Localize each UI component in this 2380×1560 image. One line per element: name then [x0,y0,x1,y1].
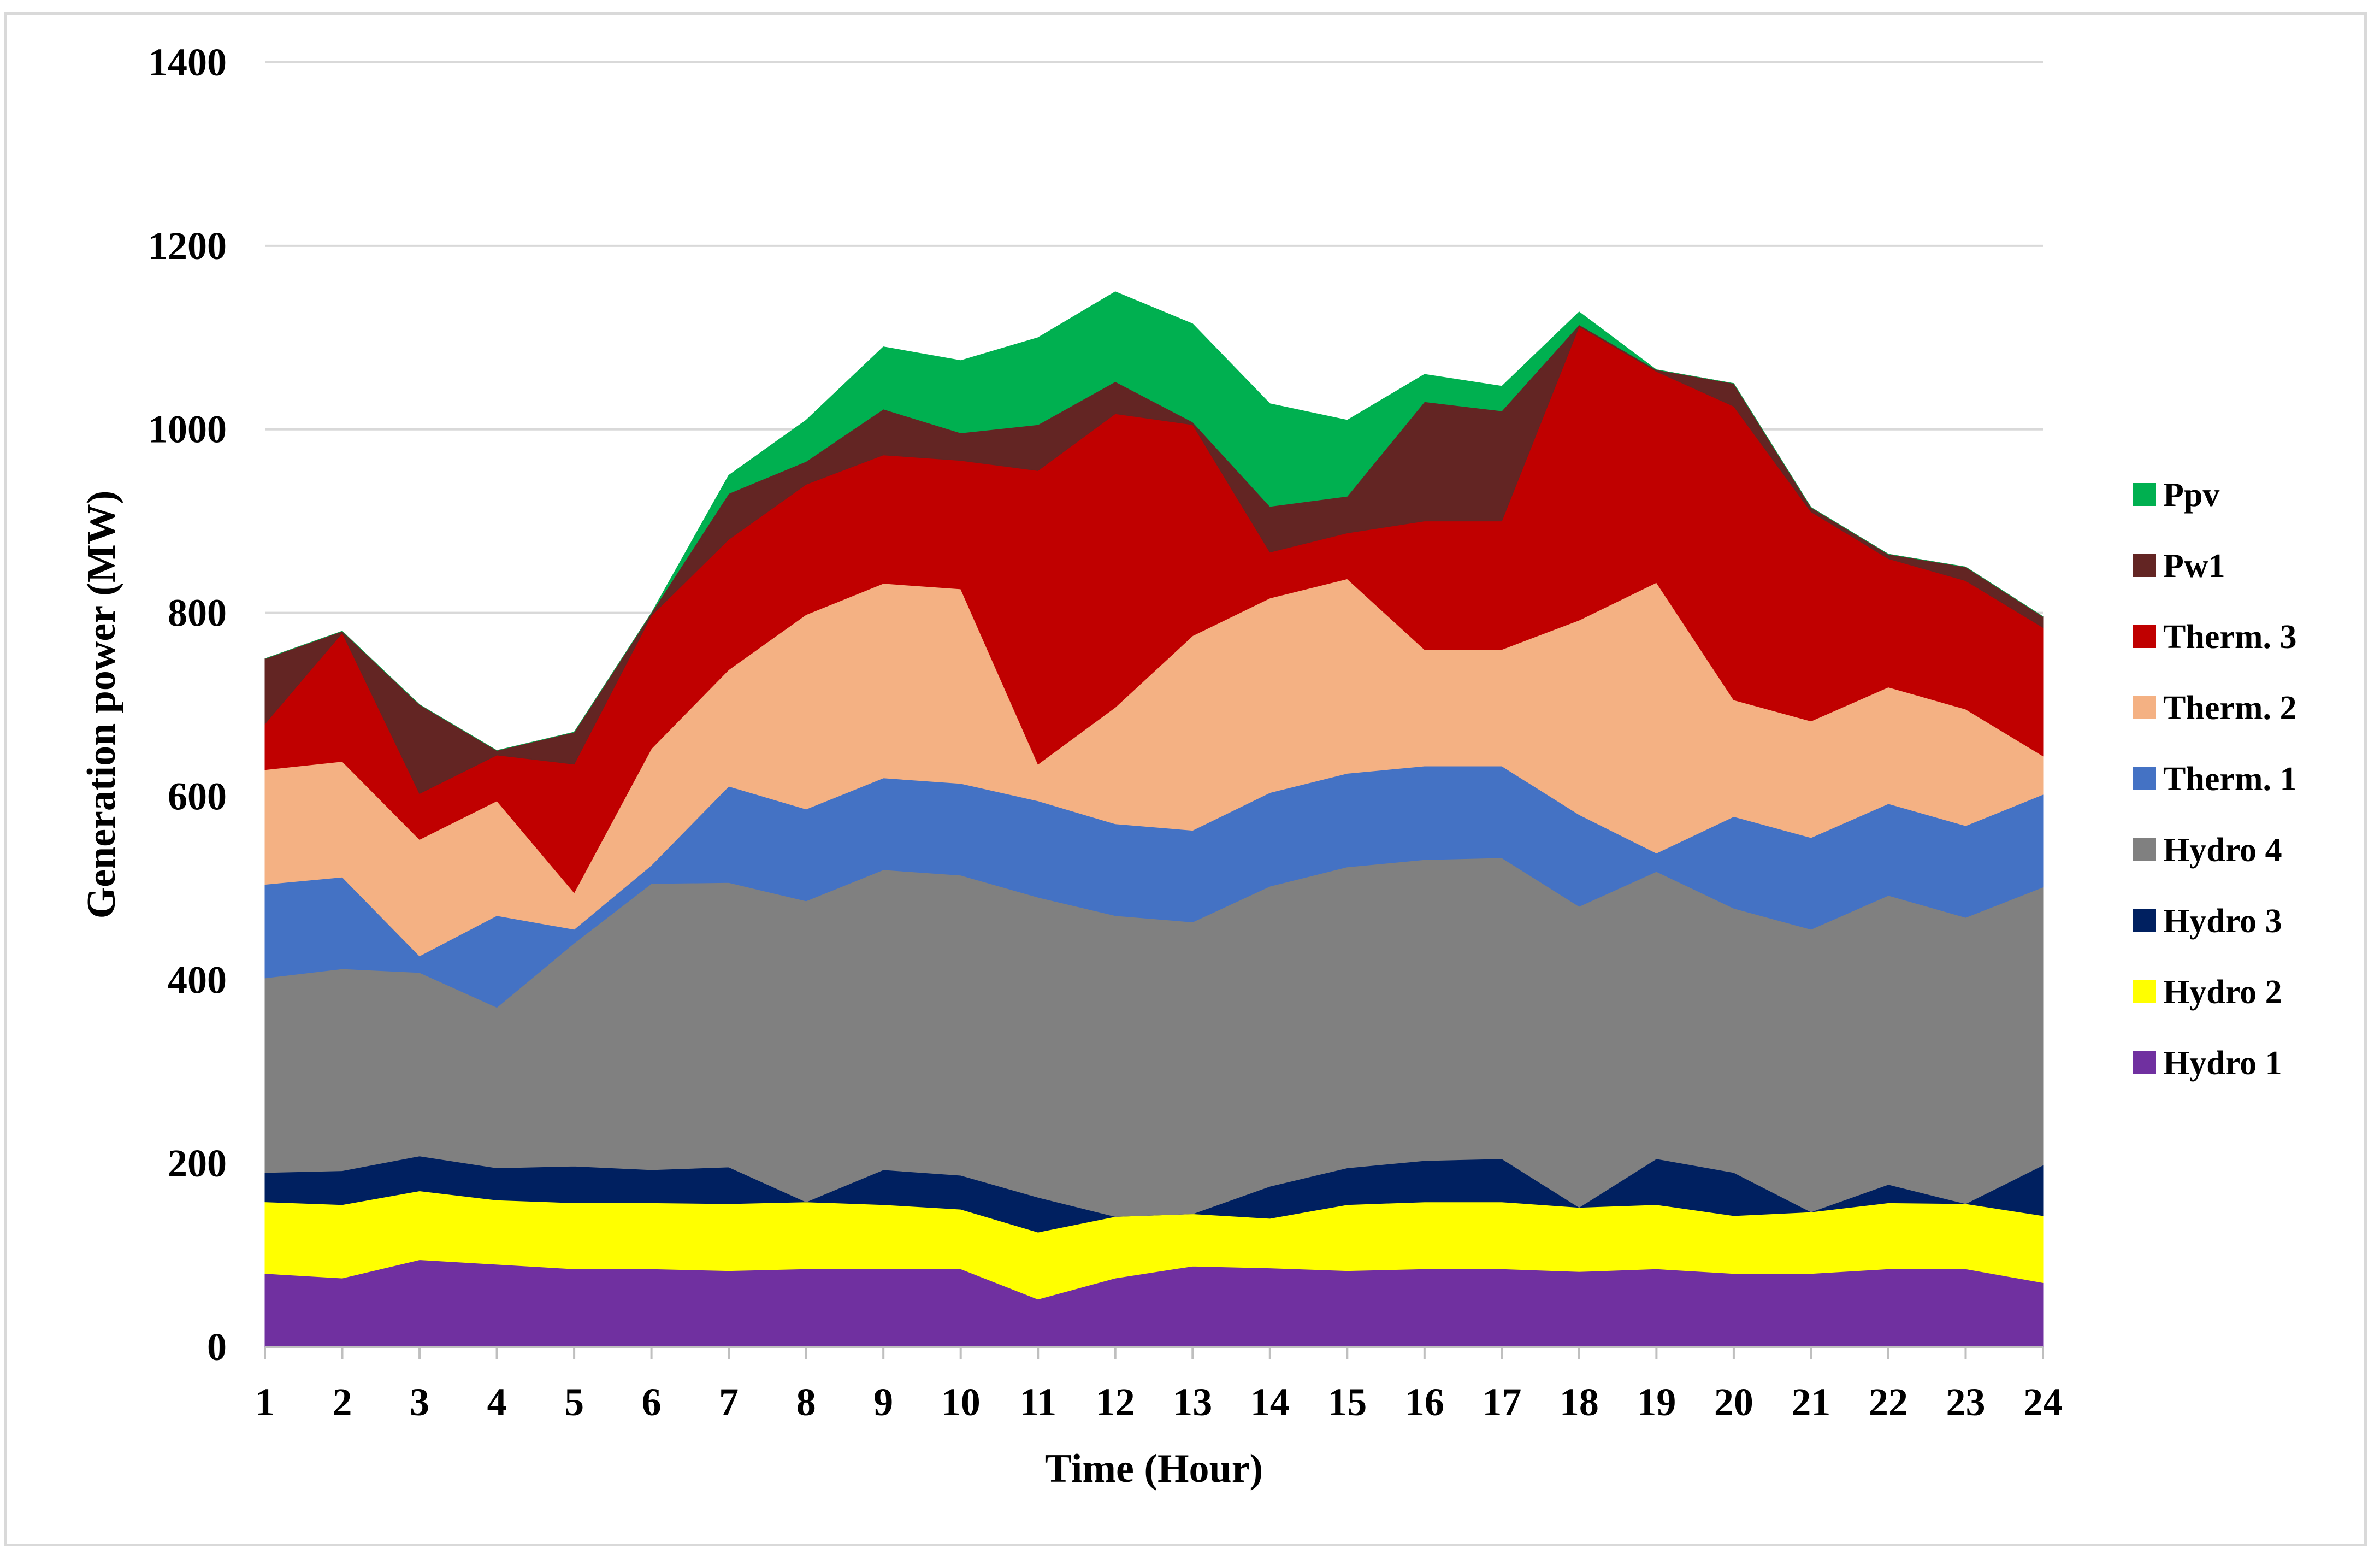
legend-swatch-therm-3 [2133,625,2156,648]
y-tick-label: 800 [168,591,227,635]
x-tick-label: 9 [873,1380,893,1424]
y-tick-label: 0 [207,1325,227,1369]
x-tick-label: 8 [796,1380,816,1424]
x-tick-label: 6 [642,1380,662,1424]
legend-swatch-hydro-4 [2133,838,2156,861]
x-tick-labels: 1 2 3 4 5 6 7 8 9 10 11 12 13 14 15 16 17 18 19 20 21 22 23 24 [255,1380,2063,1424]
x-tick-label: 19 [1637,1380,1676,1424]
x-tick-label: 4 [487,1380,507,1424]
x-tick-label: 7 [719,1380,739,1424]
x-tick-label: 16 [1405,1380,1444,1424]
x-axis-title: Time (Hour) [1045,1446,1263,1491]
x-tick-label: 15 [1327,1380,1367,1424]
x-tick-label: 2 [333,1380,352,1424]
x-tick-label: 17 [1482,1380,1521,1424]
axes [264,1346,2044,1359]
y-axis-title: Generation power (MW) [79,491,124,919]
legend-label-hydro-3: Hydro 3 [2163,903,2282,940]
x-tick-label: 24 [2023,1380,2063,1424]
x-tick-label: 20 [1714,1380,1753,1424]
legend-swatch-ppv [2133,483,2156,506]
legend-swatch-hydro-1 [2133,1051,2156,1074]
y-tick-label: 1400 [148,40,227,84]
legend-swatch-hydro-3 [2133,909,2156,932]
legend-label-therm-2: Therm. 2 [2163,690,2297,727]
legend: Ppv Pw1 Therm. 3 Therm. 2 Therm. 1 Hydro 4 Hyd… [2133,476,2297,1082]
x-tick-label: 10 [941,1380,981,1424]
legend-label-therm-1: Therm. 1 [2163,761,2297,798]
legend-label-hydro-1: Hydro 1 [2163,1045,2282,1082]
x-tick-label: 22 [1869,1380,1908,1424]
x-tick-label: 23 [1946,1380,1985,1424]
y-tick-labels: 0 200 400 600 800 1000 1200 1400 [148,40,227,1369]
legend-swatch-hydro-2 [2133,980,2156,1003]
x-tick-label: 3 [410,1380,429,1424]
x-tick-label: 1 [255,1380,275,1424]
x-tick-label: 12 [1096,1380,1135,1424]
y-tick-label: 200 [168,1141,227,1185]
x-tick-label: 13 [1173,1380,1212,1424]
x-tick-label: 14 [1250,1380,1290,1424]
x-tick-label: 11 [1019,1380,1056,1424]
x-tick-label: 5 [564,1380,584,1424]
x-tick-label: 18 [1560,1380,1599,1424]
legend-label-ppv: Ppv [2163,476,2219,514]
y-tick-label: 400 [168,958,227,1002]
y-tick-label: 600 [168,774,227,818]
legend-label-pw1: Pw1 [2163,548,2225,585]
legend-swatch-therm-2 [2133,696,2156,719]
y-tick-label: 1000 [148,408,227,451]
legend-label-hydro-4: Hydro 4 [2163,832,2282,869]
legend-label-hydro-2: Hydro 2 [2163,974,2282,1011]
area-series [264,291,2044,1347]
x-tick-label: 21 [1791,1380,1830,1424]
legend-label-therm-3: Therm. 3 [2163,619,2297,656]
legend-swatch-therm-1 [2133,767,2156,790]
legend-swatch-pw1 [2133,554,2156,577]
y-tick-label: 1200 [148,224,227,268]
area-ppv [264,291,2044,751]
